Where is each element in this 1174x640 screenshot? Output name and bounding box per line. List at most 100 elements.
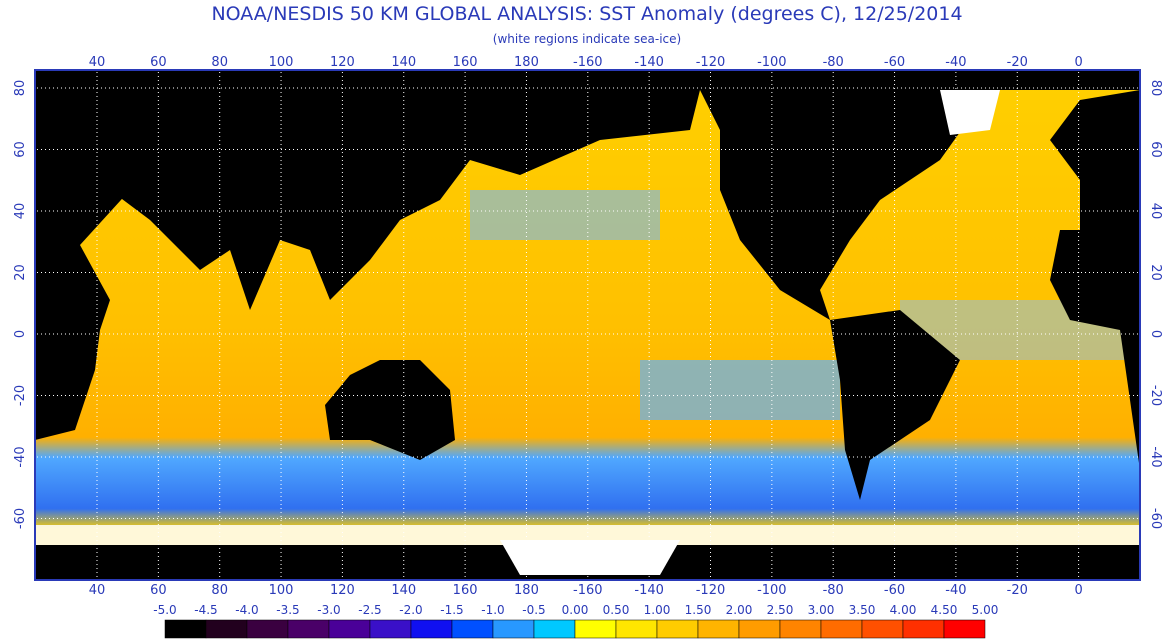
colorbar-label: -3.0 xyxy=(317,603,340,617)
colorbar-label: 4.00 xyxy=(890,603,917,617)
sea-ice xyxy=(940,90,1000,135)
colorbar-swatch xyxy=(533,619,576,639)
longitude-label: -140 xyxy=(634,583,664,598)
latitude-label: 0 xyxy=(13,330,28,338)
colorbar: -5.0 -4.5 -4.0 -3.5 -3.0 -2.5 -2.0 -1.5 -1.0 -0.5… xyxy=(153,603,999,639)
colorbar-label: 2.50 xyxy=(767,603,794,617)
longitude-label: -60 xyxy=(884,55,905,70)
anomaly-region xyxy=(640,360,840,420)
colorbar-swatch xyxy=(205,619,248,639)
colorbar-swatch xyxy=(820,619,863,639)
colorbar-label: 1.00 xyxy=(644,603,671,617)
longitude-label: -80 xyxy=(823,55,844,70)
anomaly-region xyxy=(470,190,660,240)
colorbar-swatch xyxy=(451,619,494,639)
longitude-label: -60 xyxy=(884,583,905,598)
colorbar-label: 2.00 xyxy=(726,603,753,617)
colorbar-label: -1.5 xyxy=(440,603,463,617)
map-frame xyxy=(34,69,1141,581)
longitude-label: -80 xyxy=(823,583,844,598)
latitude-label: 40 xyxy=(13,203,28,220)
colorbar-label: -1.0 xyxy=(481,603,504,617)
longitude-label: -120 xyxy=(696,583,726,598)
latitude-label: 60 xyxy=(13,141,28,158)
longitude-label: 60 xyxy=(150,583,167,598)
colorbar-swatch xyxy=(779,619,822,639)
colorbar-label: -5.0 xyxy=(153,603,176,617)
longitude-label: 80 xyxy=(211,583,228,598)
europe xyxy=(1050,90,1140,270)
colorbar-label: -3.5 xyxy=(276,603,299,617)
latitude-label: -40 xyxy=(1148,446,1163,467)
subtitle: (white regions indicate sea-ice) xyxy=(493,32,681,46)
latitude-label: -40 xyxy=(13,446,28,467)
colorbar-label: 0.00 xyxy=(562,603,589,617)
longitude-label: -20 xyxy=(1007,583,1028,598)
colorbar-swatch xyxy=(369,619,412,639)
sea-ice xyxy=(500,540,680,575)
colorbar-swatch xyxy=(287,619,330,639)
africa xyxy=(1050,230,1140,470)
latitude-label: 80 xyxy=(1148,80,1163,97)
latitude-label: -60 xyxy=(1148,508,1163,529)
latitude-label: 0 xyxy=(1148,330,1163,338)
axis-labels: 40 40 60 60 80 80 100 100 120 120 140 140 160 160 180 1… xyxy=(13,55,1163,598)
colorbar-swatch xyxy=(492,619,535,639)
longitude-label: -100 xyxy=(757,55,787,70)
longitude-label: 0 xyxy=(1074,583,1082,598)
longitude-label: 160 xyxy=(453,583,478,598)
latitude-label: 20 xyxy=(13,264,28,281)
colorbar-label: 5.00 xyxy=(972,603,999,617)
title: NOAA/NESDIS 50 KM GLOBAL ANALYSIS: SST A… xyxy=(211,3,962,25)
longitude-label: 120 xyxy=(330,583,355,598)
africa xyxy=(35,90,130,440)
longitude-label: 160 xyxy=(453,55,478,70)
colorbar-swatch xyxy=(656,619,699,639)
colorbar-label: -2.0 xyxy=(399,603,422,617)
latitude-label: 40 xyxy=(1148,203,1163,220)
colorbar-swatch xyxy=(943,619,986,639)
longitude-label: -160 xyxy=(573,55,603,70)
longitude-label: 40 xyxy=(89,583,106,598)
colorbar-label: 3.00 xyxy=(808,603,835,617)
colorbar-swatch xyxy=(738,619,781,639)
colorbar-label: -4.0 xyxy=(235,603,258,617)
latitude-label: 20 xyxy=(1148,264,1163,281)
colorbar-label: -2.5 xyxy=(358,603,381,617)
longitude-label: 60 xyxy=(150,55,167,70)
longitude-label: 120 xyxy=(330,55,355,70)
colorbar-label: 3.50 xyxy=(849,603,876,617)
latitude-label: -60 xyxy=(13,508,28,529)
colorbar-swatch xyxy=(697,619,740,639)
colorbar-swatch xyxy=(246,619,289,639)
longitude-label: -100 xyxy=(757,583,787,598)
colorbar-swatch xyxy=(861,619,904,639)
sea-ice xyxy=(35,525,1140,545)
longitude-label: 100 xyxy=(269,55,294,70)
longitude-label: 100 xyxy=(269,583,294,598)
latitude-label: -20 xyxy=(1148,385,1163,406)
longitude-label: 180 xyxy=(514,583,539,598)
colorbar-swatch xyxy=(164,619,207,639)
longitude-label: -160 xyxy=(573,583,603,598)
colorbar-label: -0.5 xyxy=(522,603,545,617)
longitude-label: 140 xyxy=(391,55,416,70)
longitude-label: -120 xyxy=(696,55,726,70)
colorbar-swatch xyxy=(410,619,453,639)
longitude-label: -20 xyxy=(1007,55,1028,70)
eurasia xyxy=(110,90,700,310)
longitude-label: 180 xyxy=(514,55,539,70)
colorbar-label: 4.50 xyxy=(931,603,958,617)
colorbar-label: 1.50 xyxy=(685,603,712,617)
latitude-label: 80 xyxy=(13,80,28,97)
longitude-label: -140 xyxy=(634,55,664,70)
latitude-label: -20 xyxy=(13,385,28,406)
colorbar-swatch xyxy=(615,619,658,639)
north-america xyxy=(700,90,990,320)
colorbar-label: -4.5 xyxy=(194,603,217,617)
colorbar-swatch xyxy=(902,619,945,639)
longitude-label: 0 xyxy=(1074,55,1082,70)
graticule xyxy=(37,72,1138,578)
